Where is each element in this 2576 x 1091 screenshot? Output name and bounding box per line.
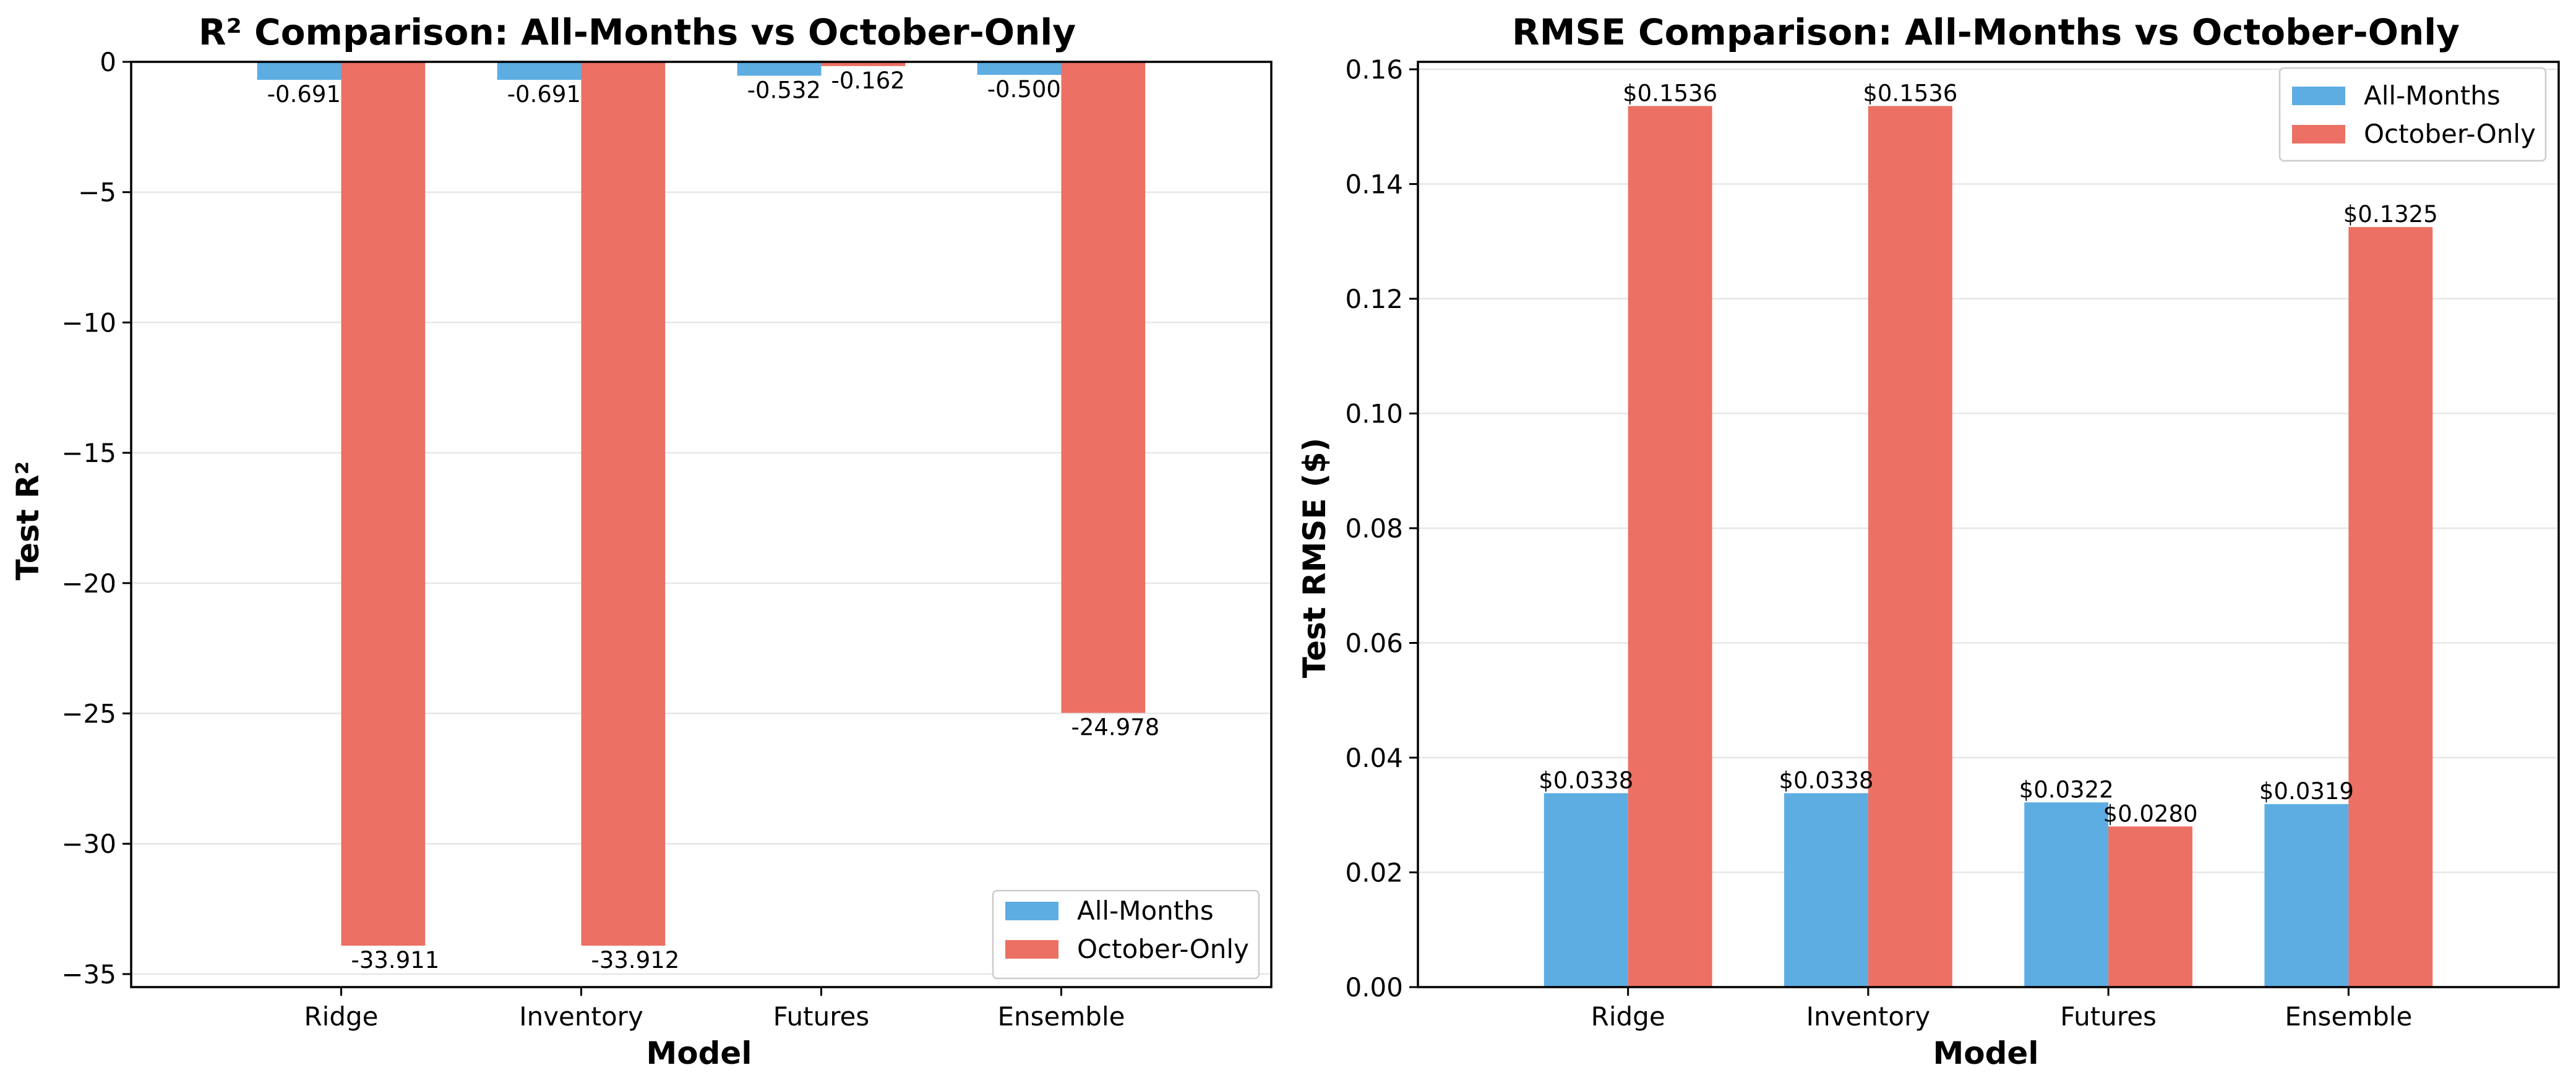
y-tick-label: 0.12 bbox=[1345, 284, 1403, 314]
y-tick-label: −30 bbox=[61, 829, 116, 859]
legend: All-Months October-Only bbox=[992, 889, 1260, 980]
y-tick-label: 0.04 bbox=[1345, 743, 1403, 773]
y-tick-label: −25 bbox=[61, 699, 116, 729]
x-ticks: Ridge Inventory Futures Ensemble bbox=[1591, 987, 2412, 1032]
legend: All-Months October-Only bbox=[2278, 67, 2547, 162]
data-label-all-months-futures: -0.532 bbox=[747, 77, 821, 103]
y-ticks: 0.00 0.02 0.04 0.06 0.08 0.10 0.12 0.14 0.16 bbox=[1345, 54, 1418, 1003]
data-label-all-months-ridge: -0.691 bbox=[267, 81, 341, 108]
legend-swatch-october-only bbox=[1005, 940, 1058, 959]
data-label-october-only-futures: $0.0280 bbox=[2103, 800, 2198, 827]
bar-all-months-futures bbox=[737, 62, 822, 76]
x-tick-label-inventory: Inventory bbox=[1806, 1001, 1931, 1032]
x-tick-label-inventory: Inventory bbox=[519, 1001, 643, 1032]
legend-label-october-only: October-Only bbox=[2364, 119, 2536, 149]
bars bbox=[1543, 106, 2433, 987]
bar-october-only-ridge bbox=[341, 62, 426, 946]
y-tick-label: −35 bbox=[61, 959, 116, 990]
legend-swatch-all-months bbox=[1005, 902, 1058, 920]
x-axis-label: Model bbox=[646, 1035, 752, 1071]
data-label-all-months-ensemble: $0.0319 bbox=[2259, 778, 2354, 805]
legend-frame bbox=[2278, 67, 2547, 162]
data-label-all-months-futures: $0.0322 bbox=[2019, 776, 2114, 803]
x-tick-label-ensemble: Ensemble bbox=[998, 1001, 1125, 1032]
y-tick-label: 0.00 bbox=[1345, 972, 1403, 1003]
x-tick-label-ensemble: Ensemble bbox=[2285, 1001, 2412, 1032]
data-label-october-only-ensemble: $0.1325 bbox=[2343, 201, 2438, 228]
bar-all-months-ensemble bbox=[977, 62, 1062, 75]
data-label-all-months-inventory: $0.0338 bbox=[1779, 768, 1873, 794]
data-label-october-only-ensemble: -24.978 bbox=[1071, 714, 1160, 741]
data-label-october-only-ridge: $0.1536 bbox=[1623, 80, 1717, 106]
bar-all-months-ensemble bbox=[2264, 804, 2349, 987]
bar-october-only-futures bbox=[821, 62, 906, 66]
y-axis-label: Test R² bbox=[10, 461, 46, 581]
bar-all-months-ridge bbox=[257, 62, 341, 80]
legend-label-all-months: All-Months bbox=[2364, 80, 2501, 111]
legend-label-october-only: October-Only bbox=[1077, 934, 1249, 964]
plot-frame bbox=[130, 61, 1273, 988]
plot-frame bbox=[1417, 61, 2560, 988]
rmse-comparison-chart: 0.00 0.02 0.04 0.06 0.08 0.10 0.12 0.14 0.16 Rid… bbox=[1297, 11, 2560, 1071]
bar-all-months-inventory bbox=[1784, 793, 1868, 987]
bar-october-only-inventory bbox=[1868, 106, 1952, 987]
y-tick-label: 0.08 bbox=[1345, 513, 1403, 544]
y-tick-label: 0 bbox=[100, 47, 116, 77]
y-tick-label: 0.06 bbox=[1345, 628, 1403, 659]
bar-all-months-ridge bbox=[1543, 793, 1628, 987]
data-label-october-only-futures: -0.162 bbox=[831, 67, 905, 94]
y-ticks: 0 −5 −10 −15 −20 −25 −30 −35 bbox=[61, 47, 131, 990]
y-tick-label: −20 bbox=[61, 568, 116, 599]
y-tick-label: 0.10 bbox=[1345, 399, 1403, 429]
chart-title: R² Comparison: All-Months vs October-Onl… bbox=[199, 11, 1076, 53]
legend-swatch-all-months bbox=[2292, 87, 2345, 105]
x-tick-label-ridge: Ridge bbox=[1591, 1001, 1665, 1032]
data-label-october-only-ridge: -33.911 bbox=[351, 947, 440, 973]
x-axis-label: Model bbox=[1933, 1035, 2039, 1071]
y-tick-label: 0.02 bbox=[1345, 858, 1403, 888]
y-tick-label: 0.16 bbox=[1345, 54, 1403, 85]
data-labels: -0.691 -33.911 -0.691 -33.912 -0.532 -0.162 -0… bbox=[267, 67, 1160, 973]
y-axis-label: Test RMSE ($) bbox=[1297, 438, 1333, 678]
bar-october-only-inventory bbox=[581, 62, 666, 946]
y-tick-label: 0.14 bbox=[1345, 169, 1403, 200]
legend-frame bbox=[992, 889, 1260, 980]
bars bbox=[257, 62, 1146, 946]
data-label-all-months-ensemble: -0.500 bbox=[987, 76, 1061, 103]
x-ticks: Ridge Inventory Futures Ensemble bbox=[304, 987, 1125, 1032]
y-tick-label: −10 bbox=[61, 307, 116, 338]
data-label-october-only-inventory: $0.1536 bbox=[1863, 80, 1957, 106]
x-tick-label-ridge: Ridge bbox=[304, 1001, 378, 1032]
bar-october-only-ensemble bbox=[1061, 62, 1146, 713]
legend-swatch-october-only bbox=[2292, 125, 2345, 143]
x-tick-label-futures: Futures bbox=[773, 1001, 870, 1032]
bar-october-only-ridge bbox=[1628, 106, 1712, 987]
y-tick-label: −15 bbox=[61, 438, 116, 468]
r2-comparison-chart: 0 −5 −10 −15 −20 −25 −30 −35 Ridge Inventory Futu… bbox=[10, 11, 1273, 1071]
data-labels: $0.0338 $0.1536 $0.0338 $0.1536 $0.0322$0.02… bbox=[1539, 80, 2438, 827]
data-label-all-months-ridge: $0.0338 bbox=[1539, 768, 1633, 794]
chart-title: RMSE Comparison: All-Months vs October-O… bbox=[1512, 11, 2460, 53]
bar-all-months-inventory bbox=[497, 62, 582, 80]
bar-october-only-ensemble bbox=[2348, 227, 2433, 987]
bar-all-months-futures bbox=[2024, 802, 2109, 987]
legend-label-all-months: All-Months bbox=[1077, 896, 1214, 926]
data-label-october-only-inventory: -33.912 bbox=[591, 947, 680, 973]
bar-october-only-futures bbox=[2108, 826, 2192, 987]
y-tick-label: −5 bbox=[78, 178, 116, 208]
data-label-all-months-inventory: -0.691 bbox=[507, 81, 581, 108]
x-tick-label-futures: Futures bbox=[2060, 1001, 2157, 1032]
